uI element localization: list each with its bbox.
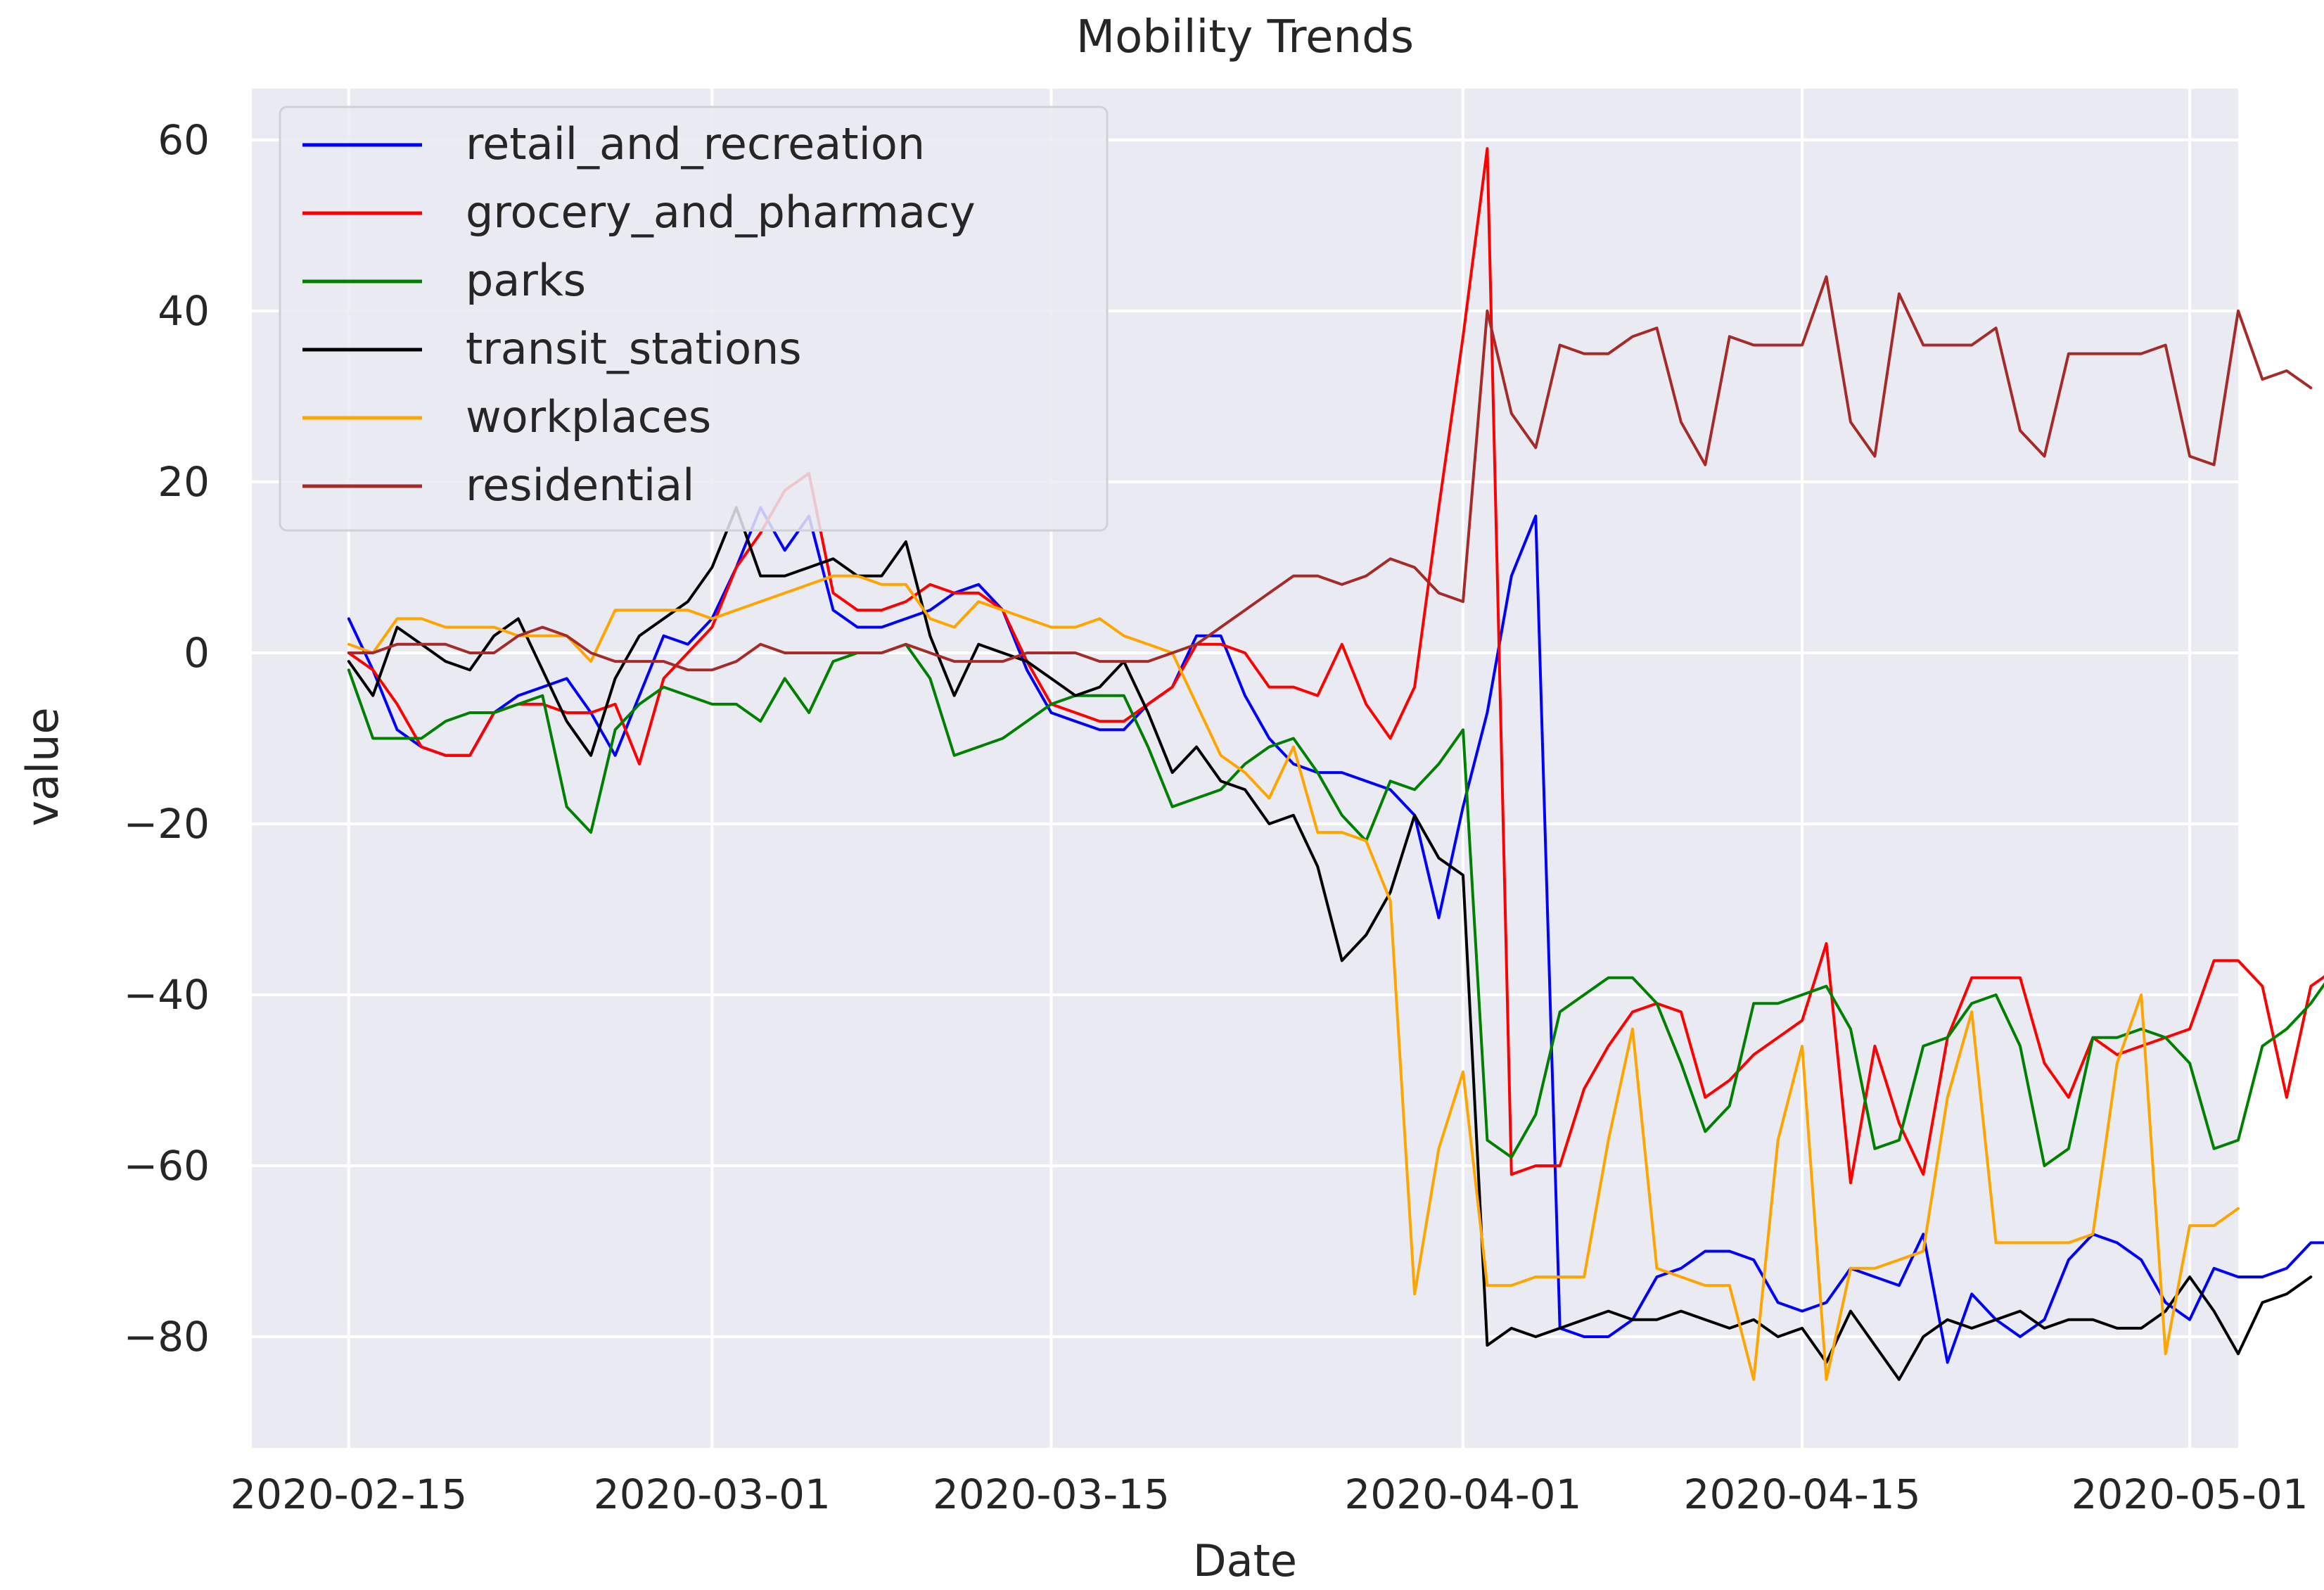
y-tick-label: 40 (158, 287, 210, 335)
y-tick-label: 20 (158, 458, 210, 506)
x-tick-label: 2020-05-01 (2071, 1470, 2309, 1518)
legend: retail_and_recreation grocery_and_pharmac… (279, 106, 1109, 532)
y-tick-label: 60 (158, 116, 210, 164)
legend-label: transit_stations (466, 323, 802, 374)
x-tick-label: 2020-03-01 (594, 1470, 831, 1518)
x-tick-label: 2020-04-01 (1344, 1470, 1581, 1518)
y-tick-label: −20 (124, 800, 210, 848)
x-tick-label: 2020-02-15 (230, 1470, 467, 1518)
y-axis-label: value (17, 707, 68, 826)
y-tick-label: −40 (124, 971, 210, 1019)
legend-label: residential (466, 459, 694, 511)
y-tick-label: 0 (184, 629, 210, 677)
x-tick-label: 2020-04-15 (1684, 1470, 1921, 1518)
legend-box (279, 106, 1109, 532)
x-tick-label: 2020-03-15 (933, 1470, 1170, 1518)
chart-title: Mobility Trends (1076, 11, 1414, 63)
y-tick-label: −80 (124, 1313, 210, 1361)
tick-labels: 60 40 20 0 −20 −40 −60 −80 2020-02-15 2020-03-01 2… (124, 116, 2309, 1518)
x-axis-label: Date (1193, 1535, 1297, 1586)
y-tick-label: −60 (124, 1142, 210, 1190)
series-lines (347, 147, 2324, 1381)
series-line-workplaces (347, 574, 2240, 1381)
series-line-residential (347, 275, 2313, 672)
legend-label: grocery_and_pharmacy (466, 186, 976, 238)
series-line-retail-and-recreation (347, 506, 2324, 1364)
legend-label: workplaces (466, 391, 711, 443)
legend-label: parks (466, 255, 586, 306)
legend-label: retail_and_recreation (466, 118, 925, 170)
series-line-grocery-and-pharmacy (347, 147, 2324, 1185)
series-line-parks (347, 642, 2324, 1167)
